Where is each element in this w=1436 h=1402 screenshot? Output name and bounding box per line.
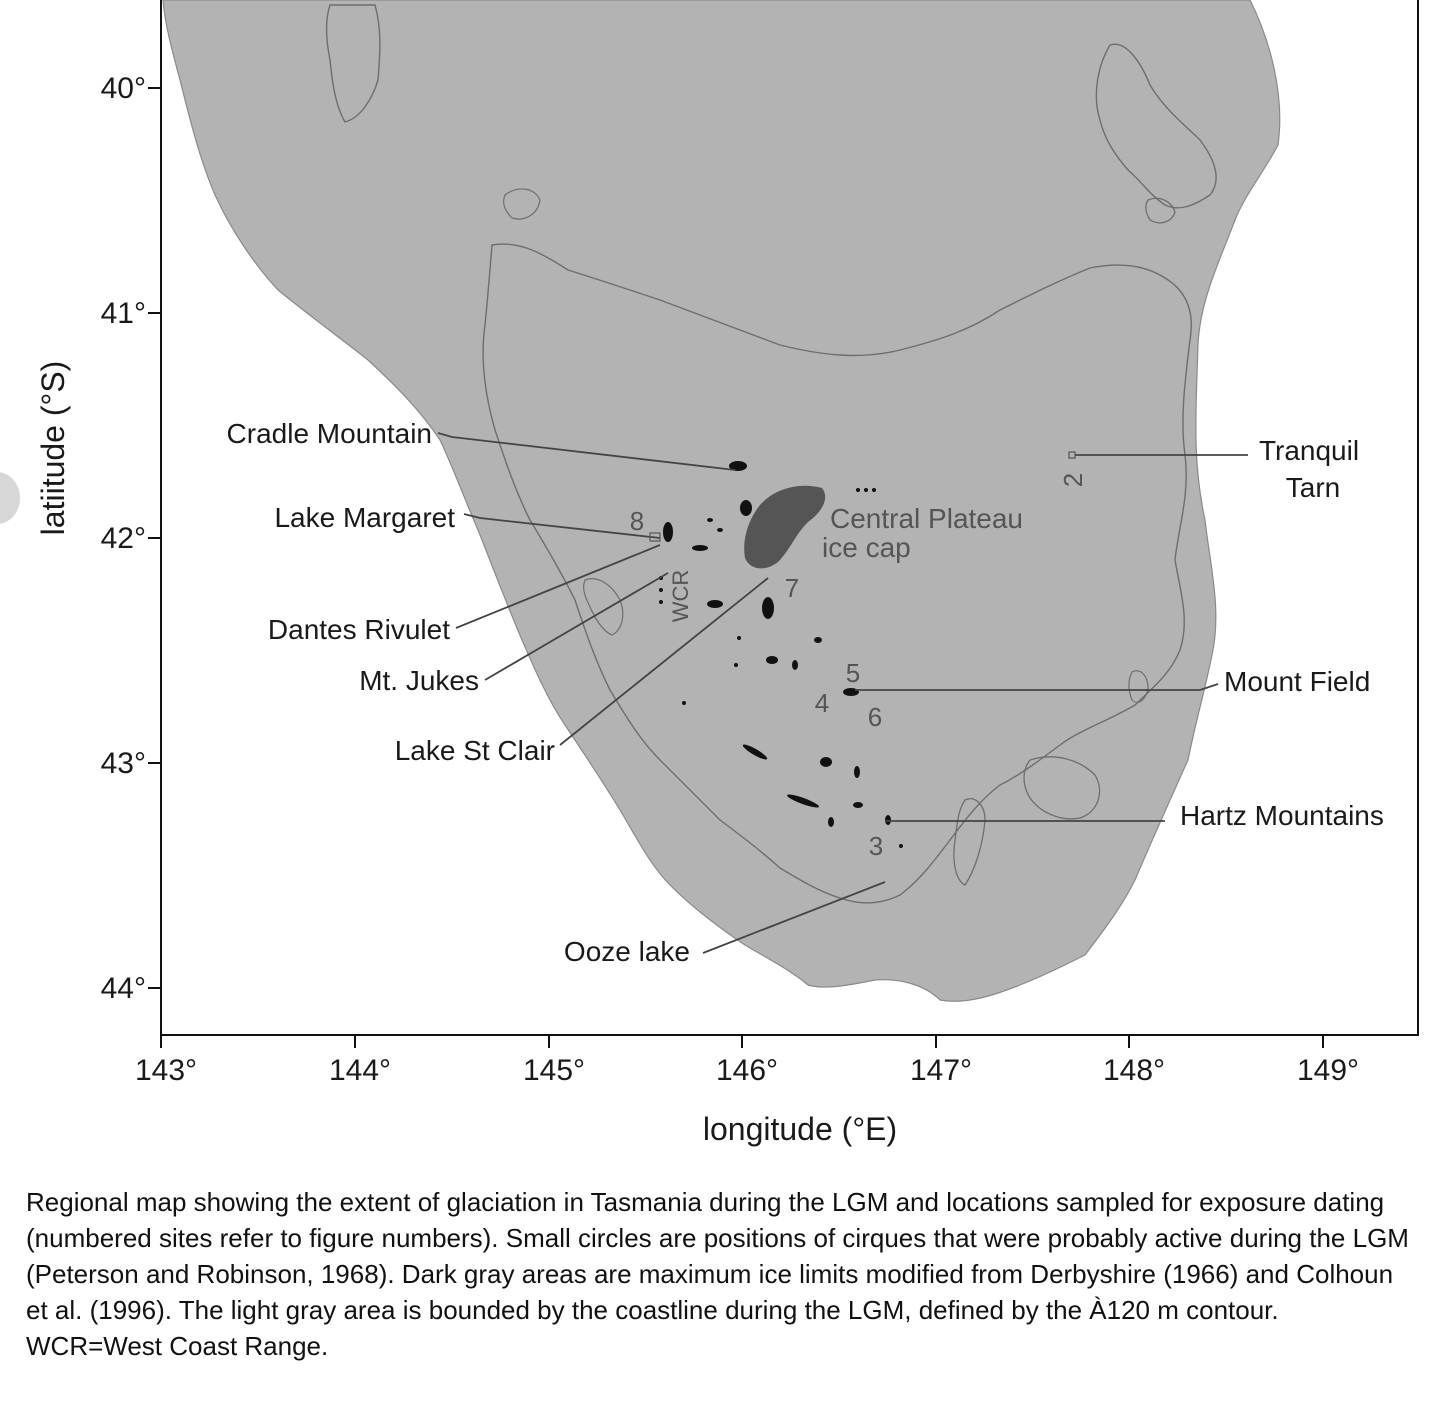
y-axis-title: latiitude (°S) (35, 361, 71, 536)
site-number-4: 4 (815, 688, 829, 718)
cape-barren-island (1145, 197, 1176, 224)
y-axis-tick-labels: 40° 41° 42° 43° 44° (101, 72, 146, 1005)
maria-island (1128, 670, 1149, 703)
y-tick-43: 43° (101, 747, 146, 780)
x-tick-143: 143° (135, 1054, 197, 1087)
site-number-3: 3 (869, 831, 883, 861)
label-tranquil-tarn-2: Tarn (1286, 472, 1340, 503)
x-tick-148: 148° (1103, 1054, 1165, 1087)
site-number-2: 2 (1058, 473, 1088, 487)
y-axis-ticks (148, 87, 161, 989)
x-tick-149: 149° (1297, 1054, 1359, 1087)
y-tick-41: 41° (101, 297, 146, 330)
king-island (325, 4, 381, 123)
y-tick-44: 44° (101, 972, 146, 1005)
flinders-island (1095, 43, 1217, 209)
label-cradle-mountain: Cradle Mountain (227, 418, 432, 449)
scroll-handle[interactable] (0, 472, 20, 524)
glacier-outlets (659, 461, 903, 848)
site-number-6: 6 (868, 702, 882, 732)
tranquil-tarn-marker (1068, 451, 1076, 459)
tasmania-glaciation-map: 40° 41° 42° 43° 44° latiitude (°S) 143° … (35, 0, 1419, 1147)
x-tick-144: 144° (329, 1054, 391, 1087)
label-tranquil-tarn-1: Tranquil (1259, 435, 1359, 466)
x-tick-146: 146° (716, 1054, 778, 1087)
y-tick-42: 42° (101, 522, 146, 555)
site-number-7: 7 (785, 573, 799, 603)
x-axis-ticks (160, 1035, 1324, 1048)
lgm-land-area (162, 0, 1281, 1002)
label-mt-jukes: Mt. Jukes (359, 665, 479, 696)
label-dantes-rivulet: Dantes Rivulet (268, 614, 450, 645)
leader-lines (437, 432, 1248, 954)
label-mount-field: Mount Field (1224, 666, 1370, 697)
label-hartz-mountains: Hartz Mountains (1180, 800, 1384, 831)
label-lake-st-clair: Lake St Clair (395, 735, 555, 766)
x-tick-145: 145° (523, 1054, 585, 1087)
label-central-plateau-1: Central Plateau (830, 503, 1023, 534)
y-tick-40: 40° (101, 72, 146, 105)
label-wcr: WCR (668, 570, 693, 623)
map-frame (160, 0, 1419, 1036)
lake-margaret-marker (649, 532, 661, 542)
x-tick-147: 147° (910, 1054, 972, 1087)
label-central-plateau-2: ice cap (822, 532, 911, 563)
site-number-8: 8 (630, 506, 644, 536)
central-plateau-ice-cap (744, 485, 826, 569)
tasman-peninsula (1023, 756, 1101, 820)
macquarie-harbour (583, 578, 624, 636)
site-number-5: 5 (846, 658, 860, 688)
label-lake-margaret: Lake Margaret (274, 502, 455, 533)
x-axis-title: longitude (°E) (703, 1111, 897, 1147)
figure-caption: Regional map showing the extent of glaci… (26, 1187, 1409, 1361)
bruny-island (953, 798, 986, 886)
label-ooze-lake: Ooze lake (564, 936, 690, 967)
robbins-island (503, 188, 541, 220)
x-axis-tick-labels: 143° 144° 145° 146° 147° 148° 149° (135, 1054, 1359, 1087)
